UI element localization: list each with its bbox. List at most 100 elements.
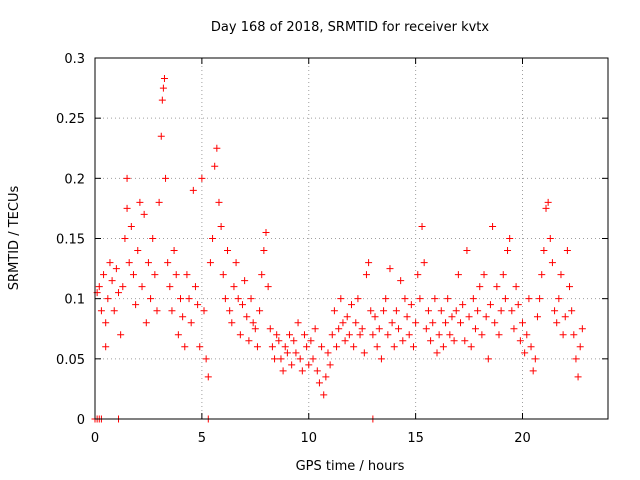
data-point <box>480 271 488 279</box>
data-point <box>540 247 548 255</box>
data-point <box>463 247 471 255</box>
data-point <box>275 337 283 345</box>
data-point <box>555 295 563 303</box>
data-point <box>305 361 313 369</box>
data-point <box>429 319 437 327</box>
axis-ticks <box>94 57 608 420</box>
data-point <box>508 307 516 315</box>
data-point <box>181 343 189 351</box>
data-point <box>226 307 234 315</box>
data-point <box>196 343 204 351</box>
data-point <box>348 301 355 309</box>
data-point <box>198 174 206 182</box>
data-point <box>512 283 520 291</box>
data-point <box>189 186 197 194</box>
data-point <box>277 355 285 363</box>
data-point <box>362 271 370 279</box>
data-point <box>506 235 514 242</box>
data-point <box>115 289 123 297</box>
data-point <box>525 295 533 303</box>
data-point <box>407 301 415 309</box>
data-point <box>459 301 467 309</box>
data-point <box>149 235 157 242</box>
data-point <box>341 337 349 345</box>
data-point <box>136 198 144 206</box>
data-point <box>164 259 172 267</box>
data-point <box>358 325 366 333</box>
data-point <box>401 295 409 303</box>
y-tick-label: 0.25 <box>56 112 85 127</box>
data-point <box>213 144 221 152</box>
data-point <box>211 162 219 170</box>
data-point <box>151 271 159 279</box>
data-point <box>160 74 168 82</box>
data-point <box>542 204 550 212</box>
data-point <box>335 325 343 333</box>
data-point <box>395 325 403 333</box>
data-point <box>187 319 195 327</box>
data-point <box>514 301 522 309</box>
data-point <box>365 259 373 267</box>
data-point <box>185 295 193 303</box>
data-point <box>504 247 512 255</box>
data-point <box>546 235 554 242</box>
y-tick-label: 0.1 <box>64 293 85 308</box>
data-point <box>356 331 364 339</box>
data-point <box>241 277 249 285</box>
data-point <box>264 283 272 291</box>
data-point <box>238 301 246 309</box>
data-point <box>300 331 308 339</box>
data-point <box>132 301 140 309</box>
y-axis-label: SRMTID / TECUs <box>7 186 22 291</box>
data-point <box>350 343 358 351</box>
data-point <box>465 313 473 321</box>
data-point <box>527 343 535 351</box>
data-point <box>521 349 529 357</box>
data-point <box>309 355 317 363</box>
data-point <box>412 319 420 327</box>
data-point <box>315 379 323 387</box>
data-point <box>219 271 227 279</box>
data-point <box>230 283 238 291</box>
data-point <box>232 259 240 267</box>
data-point <box>100 271 108 279</box>
data-point <box>200 307 208 315</box>
data-point <box>501 295 509 303</box>
data-point <box>204 373 212 381</box>
data-point <box>570 331 578 339</box>
data-point <box>373 343 381 351</box>
data-point <box>110 307 118 315</box>
data-point <box>320 391 328 399</box>
data-point <box>324 349 332 357</box>
data-point <box>311 325 319 333</box>
data-point <box>144 259 152 267</box>
data-point <box>179 313 187 321</box>
data-point <box>256 307 264 315</box>
data-point <box>303 343 311 351</box>
data-point <box>206 259 214 267</box>
data-point <box>559 331 567 339</box>
data-point <box>119 283 127 291</box>
data-point <box>495 331 503 339</box>
data-point <box>435 331 443 339</box>
y-tick-label: 0.15 <box>56 233 85 248</box>
y-tick-label: 0 <box>77 413 85 428</box>
data-point <box>296 355 304 363</box>
data-point <box>442 319 450 327</box>
data-point <box>536 295 544 303</box>
data-point <box>268 343 276 351</box>
data-point <box>471 325 479 333</box>
data-point <box>367 307 375 315</box>
x-axis-label: GPS time / hours <box>296 459 405 474</box>
data-point <box>249 319 257 327</box>
data-point <box>397 277 405 285</box>
data-point <box>134 247 142 255</box>
data-point <box>409 343 417 351</box>
data-point <box>262 228 270 236</box>
data-point <box>234 295 242 303</box>
data-point <box>476 283 484 291</box>
y-tick-label: 0.3 <box>64 52 85 67</box>
data-point <box>108 277 116 285</box>
data-point <box>566 283 574 291</box>
data-point <box>191 283 199 291</box>
